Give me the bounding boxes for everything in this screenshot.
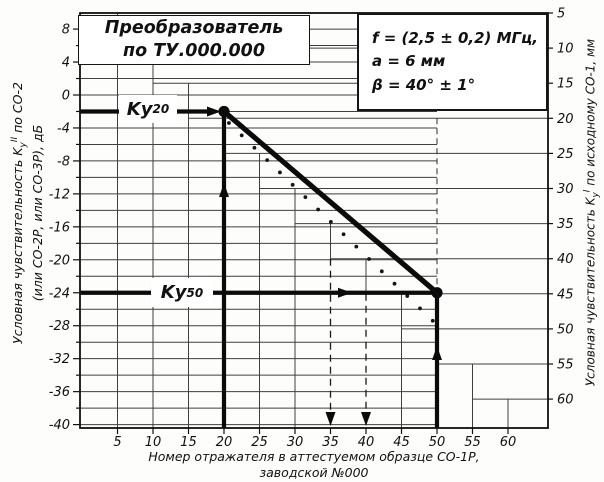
svg-text:-4: -4: [57, 121, 70, 136]
svg-text:25: 25: [251, 435, 268, 450]
svg-text:20: 20: [216, 435, 233, 450]
axis-tick-labels: 840-4-8-12-16-20-24-28-32-36-405 10 15 20 25…: [49, 7, 574, 451]
svg-text:45: 45: [393, 435, 410, 450]
svg-text:8: 8: [62, 23, 70, 38]
svg-text:-36: -36: [49, 385, 70, 400]
bold-construction-lines: [80, 106, 442, 428]
parameters-box: f = (2,5 ± 0,2) МГц, a = 6 мм β = 40° ± …: [357, 13, 548, 111]
svg-text:35: 35: [557, 217, 574, 232]
ky20-label: Kу 20: [119, 95, 177, 123]
left-axis-title-line2: (или СО-2Р, или СО-3Р), дБ: [29, 124, 45, 302]
tolerance-dotted-line: [227, 121, 435, 323]
mm-gridlines-staircase: [117, 47, 548, 400]
transducer-title-box: Преобразователь по ТУ.000.000: [78, 15, 310, 65]
transducer-title-line1: Преобразователь: [104, 18, 284, 39]
param-beta-angle: β = 40° ± 1°: [372, 75, 476, 94]
svg-text:15: 15: [557, 77, 574, 92]
dashed-drop-lines: [325, 118, 438, 426]
right-axis-title-line1: Условная чувствительность KуI по исходно…: [582, 38, 601, 387]
svg-text:60: 60: [557, 393, 574, 408]
svg-text:10: 10: [557, 42, 574, 57]
x-axis-title: Номер отражателя в аттестуемом образце С…: [80, 449, 548, 481]
svg-text:30: 30: [557, 182, 574, 197]
svg-text:45: 45: [557, 287, 574, 302]
ky50-label: Kу 50: [151, 278, 213, 307]
svg-text:55: 55: [557, 358, 574, 373]
svg-text:50: 50: [429, 435, 446, 450]
svg-text:40: 40: [557, 252, 574, 267]
svg-text:-8: -8: [57, 154, 70, 169]
svg-text:30: 30: [287, 435, 304, 450]
svg-text:-32: -32: [49, 352, 70, 367]
left-axis-title-line1: Условная чувствительность KуII по СО-2: [10, 82, 29, 344]
transducer-title-line2: по ТУ.000.000: [123, 41, 265, 61]
svg-text:25: 25: [557, 147, 574, 162]
svg-text:-28: -28: [49, 319, 70, 334]
svg-text:60: 60: [500, 435, 517, 450]
param-a-dimension: a = 6 мм: [372, 52, 446, 71]
svg-text:-16: -16: [49, 220, 70, 235]
svg-text:50: 50: [557, 322, 574, 337]
svg-text:4: 4: [62, 56, 70, 71]
svg-text:20: 20: [557, 112, 574, 127]
svg-text:-12: -12: [49, 187, 70, 202]
svg-text:-20: -20: [49, 253, 70, 268]
svg-text:40: 40: [358, 435, 375, 450]
left-axis-title: Условная чувствительность KуII по СО-2 (…: [9, 0, 45, 426]
svg-text:-24: -24: [49, 286, 70, 301]
marker-points: [218, 105, 443, 299]
svg-text:5: 5: [113, 435, 121, 450]
x-axis-title-line2: заводской №000: [259, 465, 369, 480]
plot-frame: [79, 12, 549, 429]
svg-text:55: 55: [464, 435, 481, 450]
svg-text:35: 35: [322, 435, 339, 450]
svg-text:15: 15: [180, 435, 197, 450]
right-axis-title: Условная чувствительность KуI по исходно…: [582, 3, 601, 423]
svg-text:5: 5: [557, 7, 565, 22]
svg-text:0: 0: [62, 89, 70, 104]
param-frequency: f = (2,5 ± 0,2) МГц,: [372, 29, 538, 48]
svg-text:10: 10: [145, 435, 162, 450]
x-axis-title-line1: Номер отражателя в аттестуемом образце С…: [148, 449, 480, 464]
svg-text:-40: -40: [49, 418, 70, 433]
